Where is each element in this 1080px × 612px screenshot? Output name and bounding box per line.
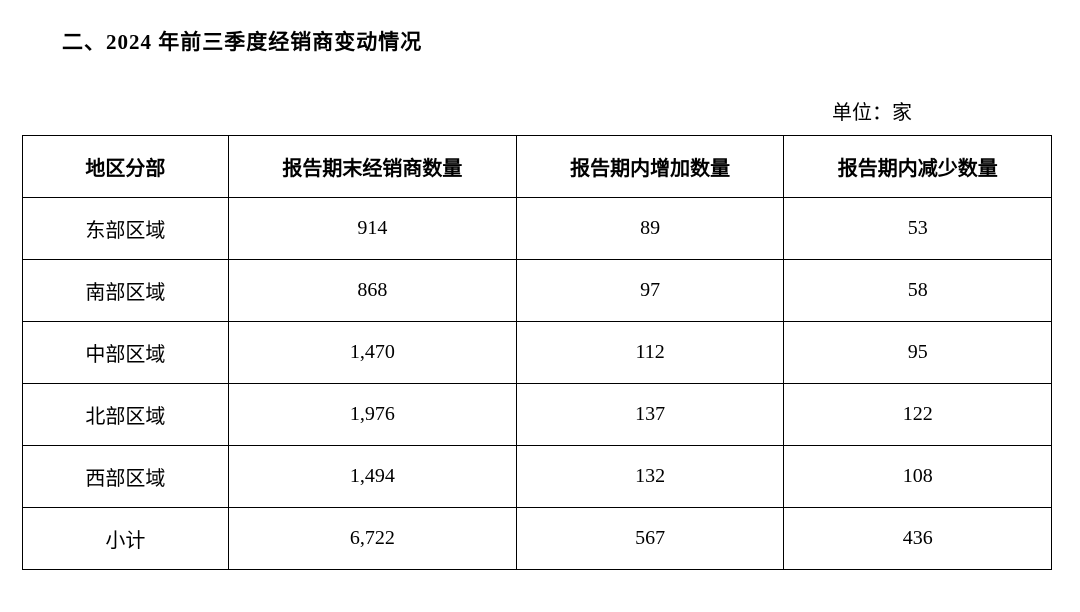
table-row: 南部区域 868 97 58 [23,260,1052,322]
cell-decrease: 436 [784,508,1052,570]
table-row: 中部区域 1,470 112 95 [23,322,1052,384]
cell-end-count: 1,470 [228,322,516,384]
cell-end-count: 868 [228,260,516,322]
cell-increase: 97 [516,260,784,322]
table-row-subtotal: 小计 6,722 567 436 [23,508,1052,570]
table-row: 西部区域 1,494 132 108 [23,446,1052,508]
cell-decrease: 58 [784,260,1052,322]
col-header-region: 地区分部 [23,136,229,198]
cell-decrease: 53 [784,198,1052,260]
cell-increase: 89 [516,198,784,260]
cell-region: 北部区域 [23,384,229,446]
dealer-change-table: 地区分部 报告期末经销商数量 报告期内增加数量 报告期内减少数量 东部区域 91… [22,135,1052,570]
cell-end-count: 6,722 [228,508,516,570]
section-heading: 二、2024 年前三季度经销商变动情况 [62,26,1052,56]
cell-region: 南部区域 [23,260,229,322]
table-row: 北部区域 1,976 137 122 [23,384,1052,446]
cell-region: 小计 [23,508,229,570]
cell-decrease: 95 [784,322,1052,384]
cell-end-count: 1,976 [228,384,516,446]
col-header-decrease: 报告期内减少数量 [784,136,1052,198]
cell-increase: 137 [516,384,784,446]
col-header-end-count: 报告期末经销商数量 [228,136,516,198]
cell-region: 中部区域 [23,322,229,384]
col-header-increase: 报告期内增加数量 [516,136,784,198]
cell-region: 西部区域 [23,446,229,508]
cell-increase: 132 [516,446,784,508]
cell-end-count: 914 [228,198,516,260]
cell-end-count: 1,494 [228,446,516,508]
unit-label: 单位：家 [22,96,912,125]
cell-region: 东部区域 [23,198,229,260]
cell-increase: 112 [516,322,784,384]
table-header-row: 地区分部 报告期末经销商数量 报告期内增加数量 报告期内减少数量 [23,136,1052,198]
cell-decrease: 122 [784,384,1052,446]
cell-decrease: 108 [784,446,1052,508]
cell-increase: 567 [516,508,784,570]
table-row: 东部区域 914 89 53 [23,198,1052,260]
